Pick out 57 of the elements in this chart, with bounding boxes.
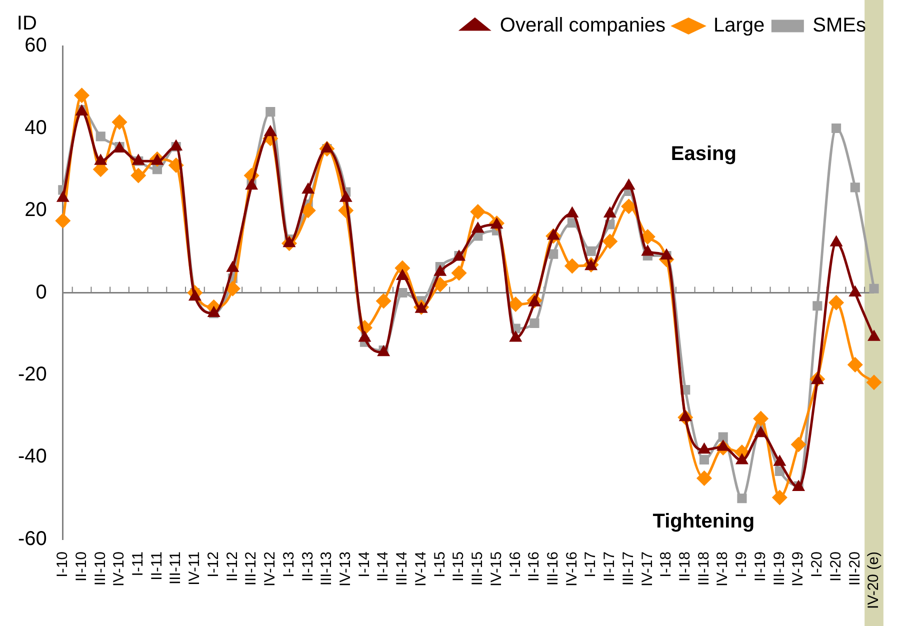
x-tick-label: IV-19 xyxy=(790,551,807,587)
x-tick-label: III-17 xyxy=(620,551,637,586)
x-tick-label: III-16 xyxy=(544,551,562,586)
x-tick-label: IV-18 xyxy=(714,551,732,587)
x-tick-label: I-14 xyxy=(356,551,373,578)
x-tick-label: I-20 xyxy=(808,551,826,578)
x-tick-label: I-10 xyxy=(54,551,72,578)
x-tick-label: IV-10 xyxy=(110,551,128,587)
y-axis-title: ID xyxy=(16,12,37,35)
x-tick-label: II-14 xyxy=(374,551,392,582)
x-tick-label: III-15 xyxy=(469,551,486,586)
x-tick-label: II-13 xyxy=(299,551,316,582)
x-tick-label: I-12 xyxy=(204,551,222,578)
x-tick-label: I-19 xyxy=(733,551,750,578)
x-tick-label: II-11 xyxy=(148,551,166,580)
x-tick-label: II-17 xyxy=(601,551,618,582)
x-tick-label: III-13 xyxy=(318,551,336,586)
x-tick-label: I-15 xyxy=(431,551,448,578)
legend-label: SMEs xyxy=(812,14,866,37)
y-tick-label: 60 xyxy=(24,34,47,57)
y-tick-label: 20 xyxy=(24,199,47,222)
x-tick-label: II-19 xyxy=(752,551,769,582)
x-tick-label: IV-13 xyxy=(336,551,354,587)
y-tick-label: 0 xyxy=(36,281,47,304)
x-tick-label: III-19 xyxy=(770,551,788,586)
x-tick-label: I-18 xyxy=(658,551,675,578)
x-tick-label: IV-16 xyxy=(563,551,580,587)
x-tick-label: IV-14 xyxy=(412,551,430,587)
x-tick-label: II-15 xyxy=(450,551,468,582)
annotation: Tightening xyxy=(652,510,755,533)
x-tick-label: II-12 xyxy=(224,551,241,582)
x-tick-label: III-10 xyxy=(92,551,109,586)
x-tick-label: I-16 xyxy=(506,551,524,578)
y-tick-label: -40 xyxy=(18,446,47,468)
x-tick-label: IV-15 xyxy=(488,551,505,587)
x-tick-label: I-13 xyxy=(280,551,298,578)
x-tick-label: IV-11 xyxy=(186,551,204,586)
x-tick-label: IV-12 xyxy=(262,551,279,587)
x-tick-label: II-16 xyxy=(526,551,543,582)
annotation: Easing xyxy=(670,143,736,166)
x-tick-label: III-20 xyxy=(846,551,864,586)
x-tick-label: IV-17 xyxy=(638,551,656,587)
x-tick-label: III-12 xyxy=(242,551,260,586)
x-tick-label: II-10 xyxy=(72,551,90,582)
x-tick-label: II-18 xyxy=(676,551,694,582)
y-tick-label: 40 xyxy=(24,116,47,139)
x-tick-label: III-18 xyxy=(695,551,712,586)
y-tick-label: -60 xyxy=(18,528,47,550)
x-tick-label: I-17 xyxy=(582,551,600,578)
legend-label: Large xyxy=(714,14,765,37)
legend-label: Overall companies xyxy=(500,14,666,37)
y-tick-label: -20 xyxy=(18,364,47,386)
x-tick-label: III-11 xyxy=(167,551,184,585)
x-tick-label: IV-20 (e) xyxy=(865,551,882,610)
x-tick-label: III-14 xyxy=(394,551,411,586)
x-tick-label: I-11 xyxy=(129,551,146,576)
x-tick-label: II-20 xyxy=(827,551,844,582)
